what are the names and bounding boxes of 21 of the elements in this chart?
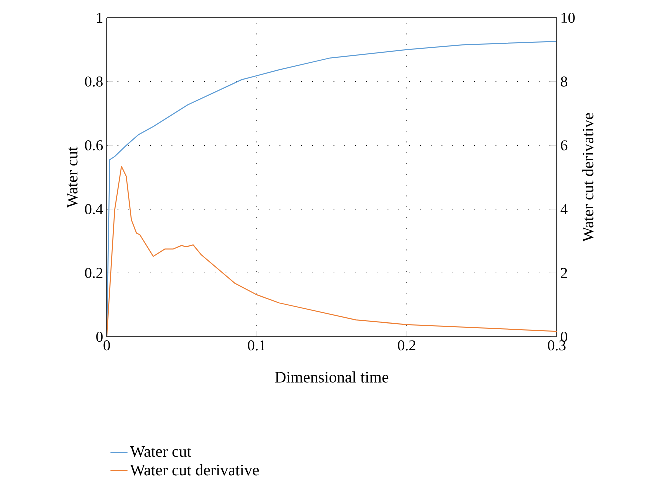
y2-tick-label: 0: [561, 332, 568, 342]
y-tick-label: 0.8: [85, 76, 103, 87]
x-tick-label: 0.3: [548, 340, 566, 351]
y2-tick-label: 4: [560, 204, 568, 214]
y-tick-label: 0.2: [85, 268, 103, 278]
y2-tick-label: 8: [561, 76, 568, 87]
x-tick-label: 0: [104, 340, 110, 351]
y2-tick-label: 2: [561, 268, 568, 278]
x-axis-title: Dimensional time: [275, 372, 389, 383]
legend-label: Water cut: [130, 446, 192, 458]
y2-tick-label: 10: [562, 12, 575, 24]
legend-label: Water cut derivative: [130, 464, 260, 476]
y2-axis-title: Water cut derivative: [582, 113, 594, 242]
y-axis-title: Water cut: [67, 146, 78, 208]
y2-tick-label: 6: [561, 140, 568, 151]
x-tick-label: 0.1: [248, 340, 266, 351]
y-tick-label: 0: [96, 332, 103, 342]
x-tick-label: 0.2: [398, 340, 416, 351]
y-tick-label: 1: [97, 13, 103, 23]
y-tick-label: 0.6: [85, 140, 104, 151]
y-tick-label: 0.4: [85, 204, 104, 214]
